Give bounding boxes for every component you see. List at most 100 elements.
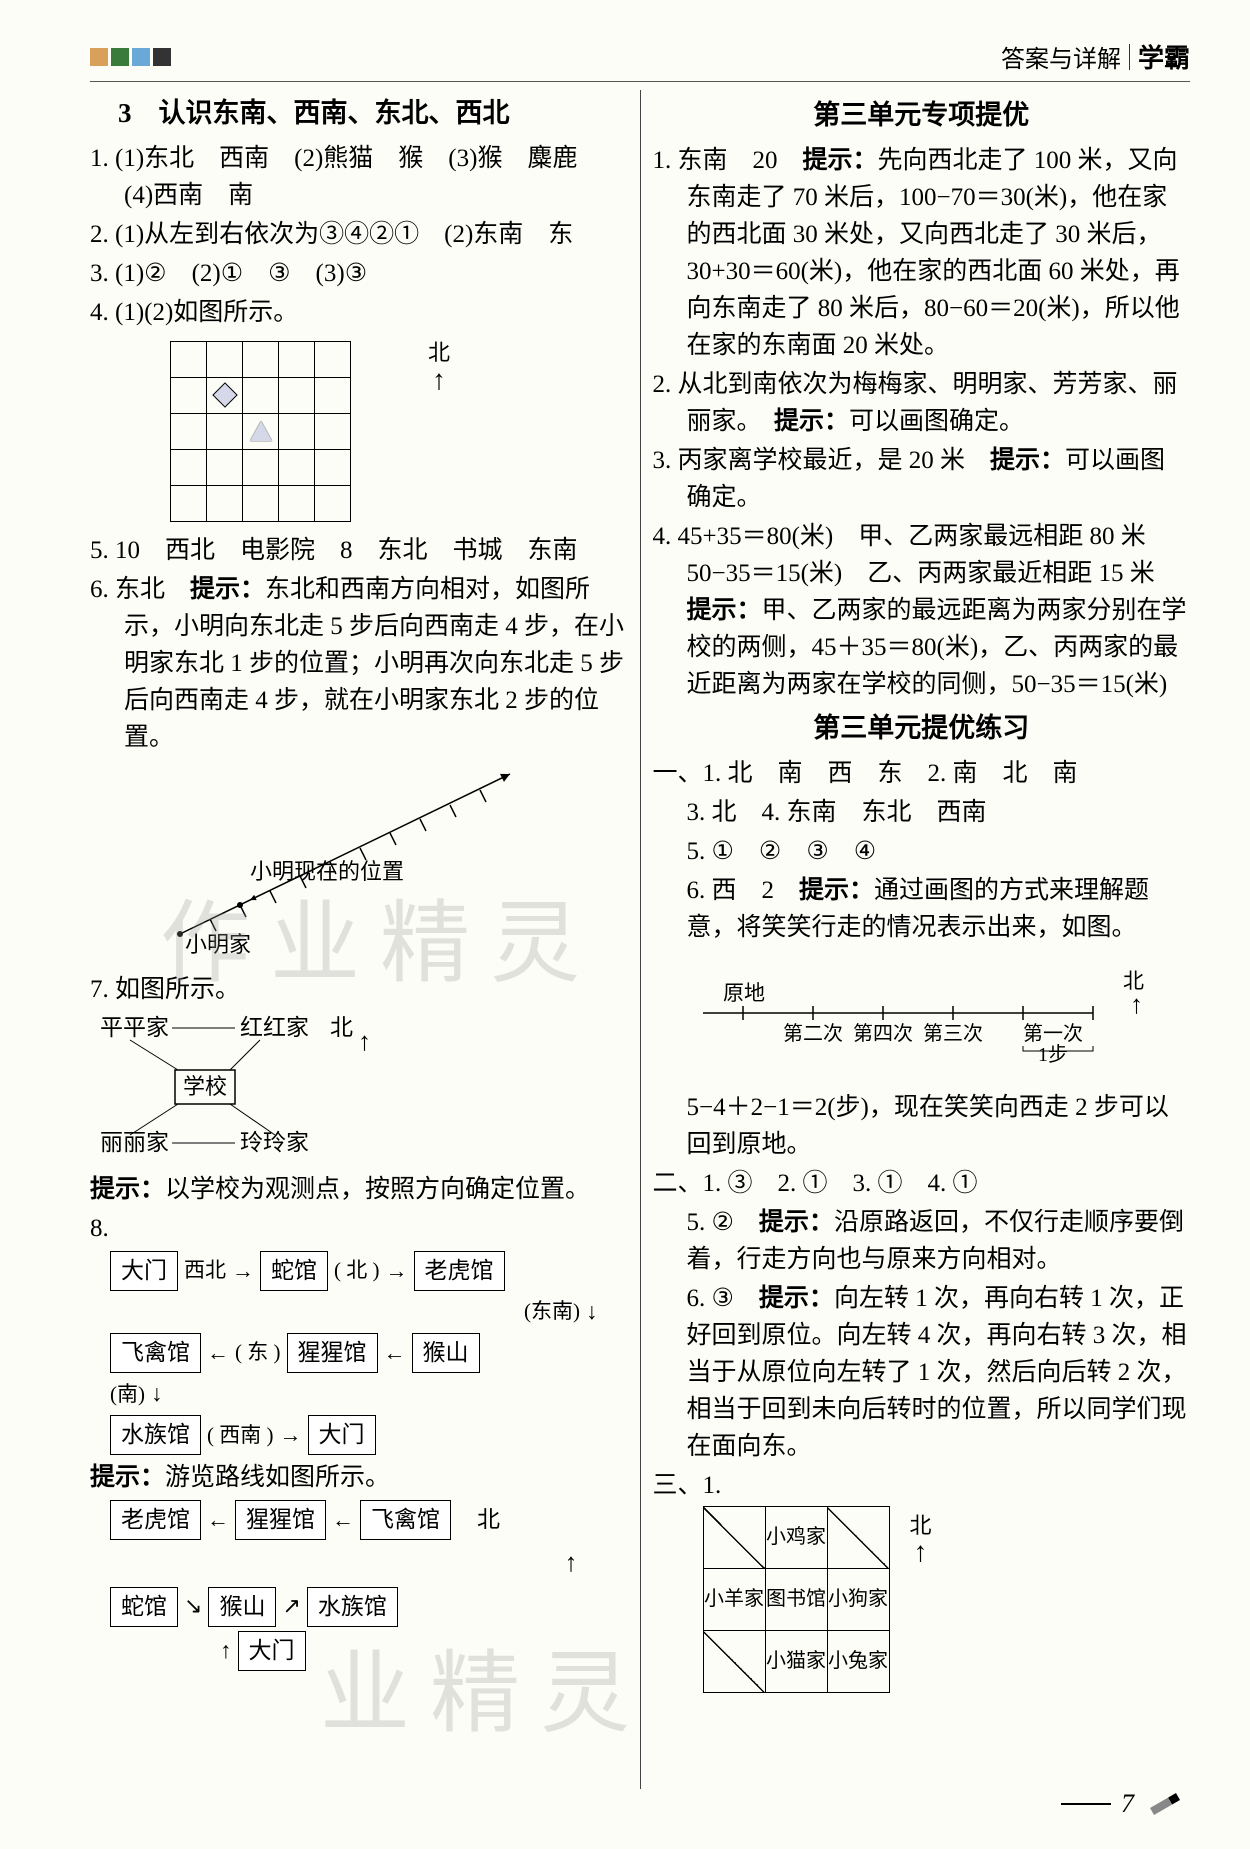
- hint-item: 提示：游览路线如图所示。: [90, 1459, 628, 1496]
- arrow-left-icon: ←: [207, 1504, 229, 1537]
- grid-diagram: 北 ↑: [170, 341, 400, 522]
- diamond-icon: [212, 383, 237, 408]
- pencil-icon: [1150, 1793, 1180, 1815]
- page: 答案与详解 学霸 3 认识东南、西南、东北、西北 1. (1)东北 西南 (2)…: [0, 0, 1250, 1849]
- north-indicator: 北 ↑: [910, 1510, 932, 1565]
- flow-box: 猴山: [208, 1587, 276, 1627]
- arrow-up-icon: ↑: [910, 1542, 932, 1564]
- north-indicator: 北 ↑: [428, 337, 450, 392]
- grid-cell: 小羊家: [703, 1568, 765, 1630]
- answer-item: 6. 西 2 提示：通过画图的方式来理解题意，将笑笑行走的情况表示出来，如图。: [653, 872, 1191, 946]
- answer-text: 4. 45+35＝80(米) 甲、乙两家最远相距 80 米 50−35＝15(米…: [653, 523, 1180, 587]
- hint-label: 提示：: [803, 147, 878, 174]
- square-icon: [153, 48, 171, 66]
- hint-text: 可以画图确定。: [849, 408, 1024, 435]
- svg-text:平平家: 平平家: [100, 1015, 169, 1040]
- hint-label: 提示：: [190, 576, 265, 603]
- svg-text:学校: 学校: [183, 1074, 227, 1099]
- answer-item: 5. 10 西北 电影院 8 东北 书城 东南: [90, 532, 628, 569]
- arrow-right-icon: →: [280, 1419, 302, 1452]
- diagonal-diagram: 小明现在的位置 小明家: [120, 764, 540, 954]
- flow-box: 老虎馆: [414, 1251, 505, 1291]
- flow-box: 水族馆: [307, 1587, 398, 1627]
- answer-item: 2. (1)从左到右依次为③④②① (2)东南 东: [90, 216, 628, 253]
- section-title: 3 认识东南、西南、东北、西北: [118, 94, 628, 134]
- answer-item: 8.: [90, 1210, 628, 1247]
- answer-item: 3. 丙家离学校最近，是 20 米 提示：可以画图确定。: [653, 442, 1191, 516]
- svg-text:第四次: 第四次: [853, 1022, 913, 1045]
- answer-item: 2. 从北到南依次为梅梅家、明明家、芳芳家、丽丽家。 提示：可以画图确定。: [653, 366, 1191, 440]
- hint-text: 以学校为观测点，按照方向确定位置。: [165, 1176, 590, 1203]
- answer-item: 1. (1)东北 西南 (2)熊猫 猴 (3)猴 麋鹿 (4)西南 南: [90, 140, 628, 214]
- answer-item: 6. ③ 提示：向左转 1 次，再向右转 1 次，正好回到原位。向左转 4 次，…: [653, 1280, 1191, 1465]
- answer-item: 二、1. ③ 2. ① 3. ① 4. ①: [653, 1165, 1191, 1202]
- section-title: 第三单元专项提优: [653, 96, 1191, 136]
- flow-box: 蛇馆: [110, 1587, 178, 1627]
- page-number: 7: [1061, 1789, 1180, 1819]
- answer-item: 4. 45+35＝80(米) 甲、乙两家最远相距 80 米 50−35＝15(米…: [653, 518, 1191, 703]
- brand-label: 学霸: [1138, 38, 1190, 75]
- left-column: 3 认识东南、西南、东北、西北 1. (1)东北 西南 (2)熊猫 猴 (3)猴…: [90, 90, 641, 1789]
- divider-icon: [1129, 44, 1130, 70]
- grid-cell: 小狗家: [827, 1568, 889, 1630]
- flow-box: 水族馆: [110, 1415, 201, 1455]
- hint-label: 提示：: [799, 877, 874, 904]
- answer-item: 3. 北 4. 东南 东北 西南: [653, 794, 1191, 831]
- grid-cell: 小鸡家: [765, 1506, 827, 1568]
- svg-text:原地: 原地: [723, 981, 765, 1005]
- hint-label: 提示：: [90, 1176, 165, 1203]
- hint-label: 提示：: [687, 597, 762, 624]
- arrow-left-icon: ←: [332, 1504, 354, 1537]
- arrow-right-icon: →: [232, 1255, 254, 1288]
- hint-label: 提示：: [759, 1285, 834, 1312]
- color-squares: [90, 48, 171, 66]
- grid-3x3-container: 小鸡家 小羊家图书馆小狗家 小猫家小兔家 北 ↑: [703, 1506, 1191, 1693]
- hint-label: 提示：: [774, 408, 849, 435]
- svg-text:第一次: 第一次: [1023, 1022, 1083, 1045]
- flow-box: 蛇馆: [260, 1251, 328, 1291]
- flow-box: 大门: [110, 1251, 178, 1291]
- header-label: 答案与详解: [1001, 39, 1121, 74]
- page-number-text: 7: [1121, 1789, 1134, 1819]
- square-icon: [111, 48, 129, 66]
- triangle-icon: [250, 421, 272, 441]
- hint-item: 提示：以学校为观测点，按照方向确定位置。: [90, 1171, 628, 1208]
- flow-diagram-2: 老虎馆 ← 猩猩馆 ← 飞禽馆 北 ↑ 蛇馆 ↘ 猴山 ↗ 水族馆 ↑: [90, 1500, 628, 1671]
- north-label: 北: [477, 1503, 500, 1537]
- answer-item: 5. ② 提示：沿原路返回，不仅行走顺序要倒着，行走方向也与原来方向相对。: [653, 1204, 1191, 1278]
- flow-label: (东南): [524, 1296, 580, 1327]
- answer-text: 1. 东南 20: [653, 147, 803, 174]
- arrow-down-icon: ↓: [151, 1377, 163, 1411]
- flow-label: ( 东 ): [235, 1337, 281, 1368]
- grid-cell: 小兔家: [827, 1630, 889, 1692]
- grid-3x3: 小鸡家 小羊家图书馆小狗家 小猫家小兔家: [703, 1506, 890, 1693]
- answer-item: 一、1. 北 南 西 东 2. 南 北 南: [653, 755, 1191, 792]
- flow-label: (南): [110, 1379, 145, 1410]
- svg-text:北: 北: [330, 1015, 353, 1040]
- svg-text:↑: ↑: [358, 1027, 371, 1056]
- hint-label: 提示：: [990, 447, 1065, 474]
- arrow-up-icon: ↑: [220, 1634, 232, 1668]
- diagram-label: 小明现在的位置: [250, 859, 404, 884]
- arrow-left-icon: ←: [384, 1337, 406, 1370]
- answer-item: 1. 东南 20 提示：先向西北走了 100 米，又向东南走了 70 米后，10…: [653, 142, 1191, 364]
- arrow-up-icon: ↑: [90, 1544, 628, 1582]
- grid-table: [170, 341, 351, 522]
- hint-text: 甲、乙两家的最远距离为两家分别在学校的两侧，45＋35＝80(米)，乙、丙两家的…: [687, 597, 1187, 698]
- flow-box: 猴山: [412, 1333, 480, 1373]
- header-bar: 答案与详解 学霸: [90, 38, 1190, 82]
- square-icon: [132, 48, 150, 66]
- flow-label: ( 西南 ): [207, 1420, 274, 1451]
- answer-text: 3. 丙家离学校最近，是 20 米: [653, 447, 991, 474]
- header-right: 答案与详解 学霸: [1001, 38, 1190, 75]
- answer-item: 7. 如图所示。: [90, 971, 628, 1008]
- svg-text:↑: ↑: [1130, 990, 1143, 1019]
- arrow-left-icon: ←: [207, 1337, 229, 1370]
- flow-box: 大门: [308, 1415, 376, 1455]
- svg-text:红红家: 红红家: [240, 1015, 309, 1040]
- arrow-right-icon: ↗: [282, 1590, 300, 1623]
- flow-label: ( 北 ): [334, 1255, 380, 1286]
- diagram-label: 小明家: [185, 932, 251, 954]
- answer-item: 三、1.: [653, 1467, 1191, 1504]
- answer-item: 6. 东北 提示：东北和西南方向相对，如图所示，小明向东北走 5 步后向西南走 …: [90, 571, 628, 756]
